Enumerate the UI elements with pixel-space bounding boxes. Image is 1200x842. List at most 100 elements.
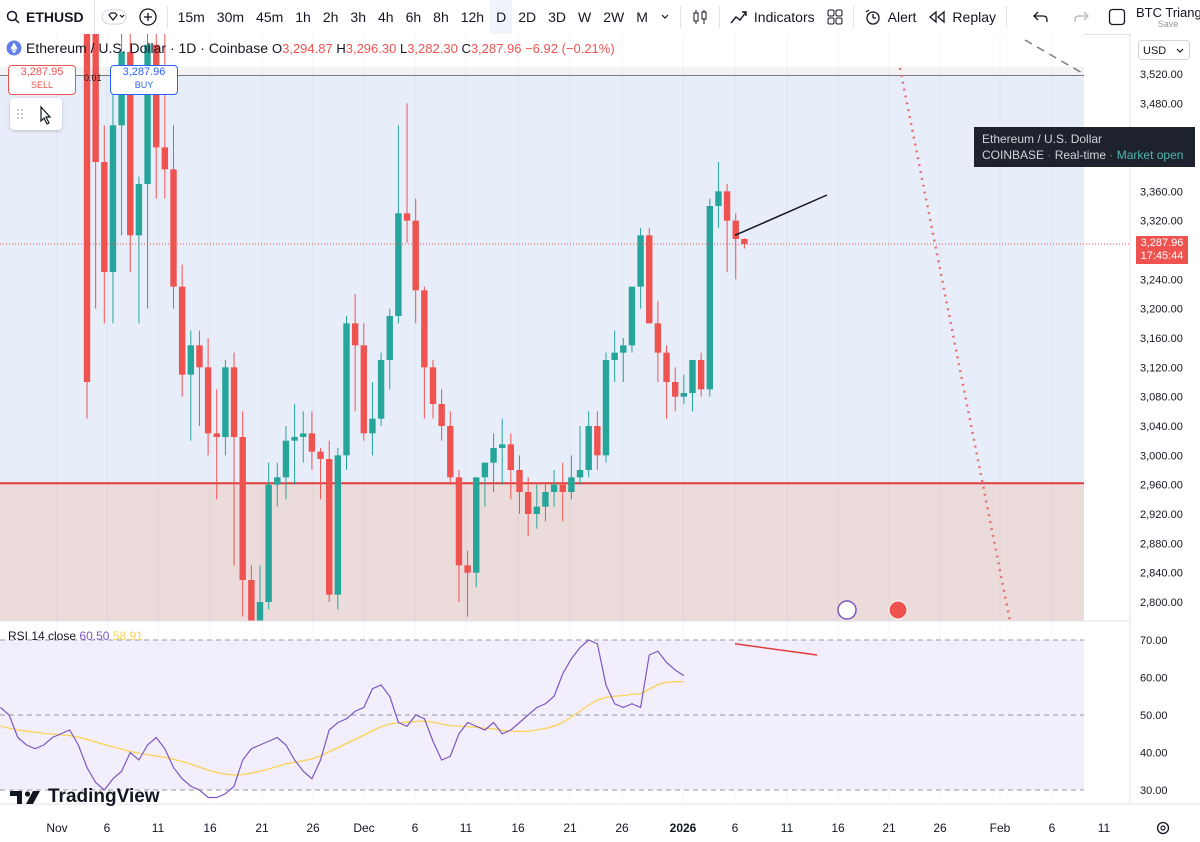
time-tick-label: 26 <box>615 821 629 835</box>
price-tick-label: 2,880.00 <box>1140 538 1183 550</box>
layout-save-label: Save <box>1157 18 1179 29</box>
indicators-button[interactable]: Indicators <box>724 0 821 34</box>
sell-button[interactable]: 3,287.95 SELL <box>8 65 76 95</box>
undo-button[interactable] <box>1011 0 1061 34</box>
chart-type-button[interactable] <box>685 0 715 34</box>
candle-body <box>723 191 731 221</box>
time-tick-label: 21 <box>882 821 896 835</box>
candle-body <box>741 239 748 245</box>
candle-body <box>291 437 298 441</box>
candle-body <box>499 444 506 448</box>
divider <box>1006 6 1008 28</box>
buy-label: BUY <box>134 80 154 90</box>
compare-symbol-button[interactable] <box>95 0 133 34</box>
layout-name: BTC Triangl <box>1136 5 1200 20</box>
timeframe-2D[interactable]: 2D <box>518 9 537 25</box>
layout-controls: BTC Triangl Save <box>1102 0 1200 34</box>
timeframe-1h[interactable]: 1h <box>295 9 311 25</box>
rsi-tick-label: 40.00 <box>1140 748 1168 760</box>
timeframe-2W[interactable]: 2W <box>603 9 625 25</box>
candles-icon <box>693 10 707 24</box>
candle-body <box>533 506 540 514</box>
tradingview-logo[interactable]: TradingView <box>10 786 160 808</box>
candle-body <box>213 433 220 437</box>
timeframe-D[interactable]: D <box>490 0 513 34</box>
candle-body <box>351 323 359 346</box>
candle-body <box>697 360 705 390</box>
candle-body <box>403 213 411 221</box>
candle-body <box>170 169 177 287</box>
price-tick-label: 2,800.00 <box>1140 597 1183 609</box>
search-icon <box>6 10 20 24</box>
redo-icon <box>1074 11 1089 22</box>
ohlc-values: O3,294.87 H3,296.30 L3,282.30 C3,287.96 … <box>272 41 615 56</box>
add-symbol-button[interactable] <box>133 0 163 34</box>
symbol-search[interactable]: ETHUSD <box>0 0 95 34</box>
divider <box>852 6 854 28</box>
candle-body <box>473 477 480 573</box>
candle-body <box>317 451 324 459</box>
time-tick-label: 16 <box>511 821 525 835</box>
dashed-trend-line <box>1024 39 1085 75</box>
change-value: −6.92 (−0.21%) <box>525 40 615 56</box>
templates-button[interactable] <box>821 0 849 34</box>
buy-button[interactable]: 3,287.96 BUY <box>110 65 178 95</box>
candle-body <box>230 367 238 437</box>
candle-body <box>611 352 618 360</box>
timeframe-2h[interactable]: 2h <box>322 9 339 25</box>
candle-body <box>524 492 532 514</box>
floating-toolbar[interactable] <box>10 98 62 130</box>
tooltip-exchange: COINBASE <box>982 148 1045 162</box>
last-price-tag: 3,287.96 17:45:44 <box>1136 236 1188 264</box>
timeframe-45m[interactable]: 45m <box>256 9 284 25</box>
gear-center <box>1160 825 1166 831</box>
ethereum-icon <box>6 40 22 56</box>
timeframe-15m[interactable]: 15m <box>177 9 205 25</box>
timeframe-6h[interactable]: 6h <box>405 9 422 25</box>
time-tick-label: 2026 <box>670 821 697 835</box>
timeframe-12h[interactable]: 12h <box>460 9 485 25</box>
timeframe-3D[interactable]: 3D <box>548 9 567 25</box>
divider <box>679 6 681 28</box>
candle-body <box>594 426 601 456</box>
timeframe-8h[interactable]: 8h <box>433 9 449 25</box>
redo-button[interactable] <box>1061 0 1101 34</box>
time-tick-label: Nov <box>46 821 67 835</box>
timeframe-M[interactable]: M <box>636 9 648 25</box>
price-tick-label: 3,040.00 <box>1140 421 1183 433</box>
candle-body <box>706 206 713 390</box>
timeframe-3h[interactable]: 3h <box>350 9 366 25</box>
timeframe-30m[interactable]: 30m <box>216 9 245 25</box>
time-tick-label: Dec <box>353 821 374 835</box>
candle-body <box>187 345 194 375</box>
timeframe-dropdown[interactable] <box>654 0 676 34</box>
price-tick-label: 2,920.00 <box>1140 509 1183 521</box>
candle-body <box>256 602 264 621</box>
layout-name-button[interactable]: BTC Triangl Save <box>1136 6 1200 29</box>
plus-circle-icon <box>138 8 157 26</box>
timeframe-4h[interactable]: 4h <box>378 9 394 25</box>
candle-body <box>672 382 679 397</box>
settings-gear-icon <box>1156 821 1170 835</box>
chart-canvas[interactable]: 2,800.00 2,840.00 2,880.00 2,920.00 2,960.00… <box>0 34 1200 842</box>
rewind-icon <box>929 10 946 24</box>
time-tick-label: 11 <box>152 821 165 835</box>
chart-legend: Ethereum / U.S. Dollar · 1D · Coinbase O… <box>6 40 615 56</box>
timeframe-W[interactable]: W <box>578 9 592 25</box>
time-tick-label: 6 <box>732 821 739 835</box>
rsi-tick-label: 30.00 <box>1140 785 1168 797</box>
price-tick-label: 2,960.00 <box>1140 480 1183 492</box>
price-tick-label: 3,000.00 <box>1140 450 1183 462</box>
divider <box>718 6 720 28</box>
replay-button[interactable]: Replay <box>922 0 1002 34</box>
time-tick-label: Feb <box>990 821 1011 835</box>
high-value: 3,296.30 <box>345 40 397 56</box>
alert-label: Alert <box>887 9 917 25</box>
low-label: L <box>399 40 408 56</box>
chevron-down-icon <box>1176 48 1184 53</box>
alert-button[interactable]: Alert <box>858 0 923 34</box>
chart-title: Ethereum / U.S. Dollar · 1D · Coinbase <box>26 40 268 56</box>
layout-toggle-button[interactable] <box>1102 0 1136 34</box>
bar-countdown: 17:45:44 <box>1140 250 1184 262</box>
currency-selector[interactable]: USD <box>1138 40 1190 60</box>
